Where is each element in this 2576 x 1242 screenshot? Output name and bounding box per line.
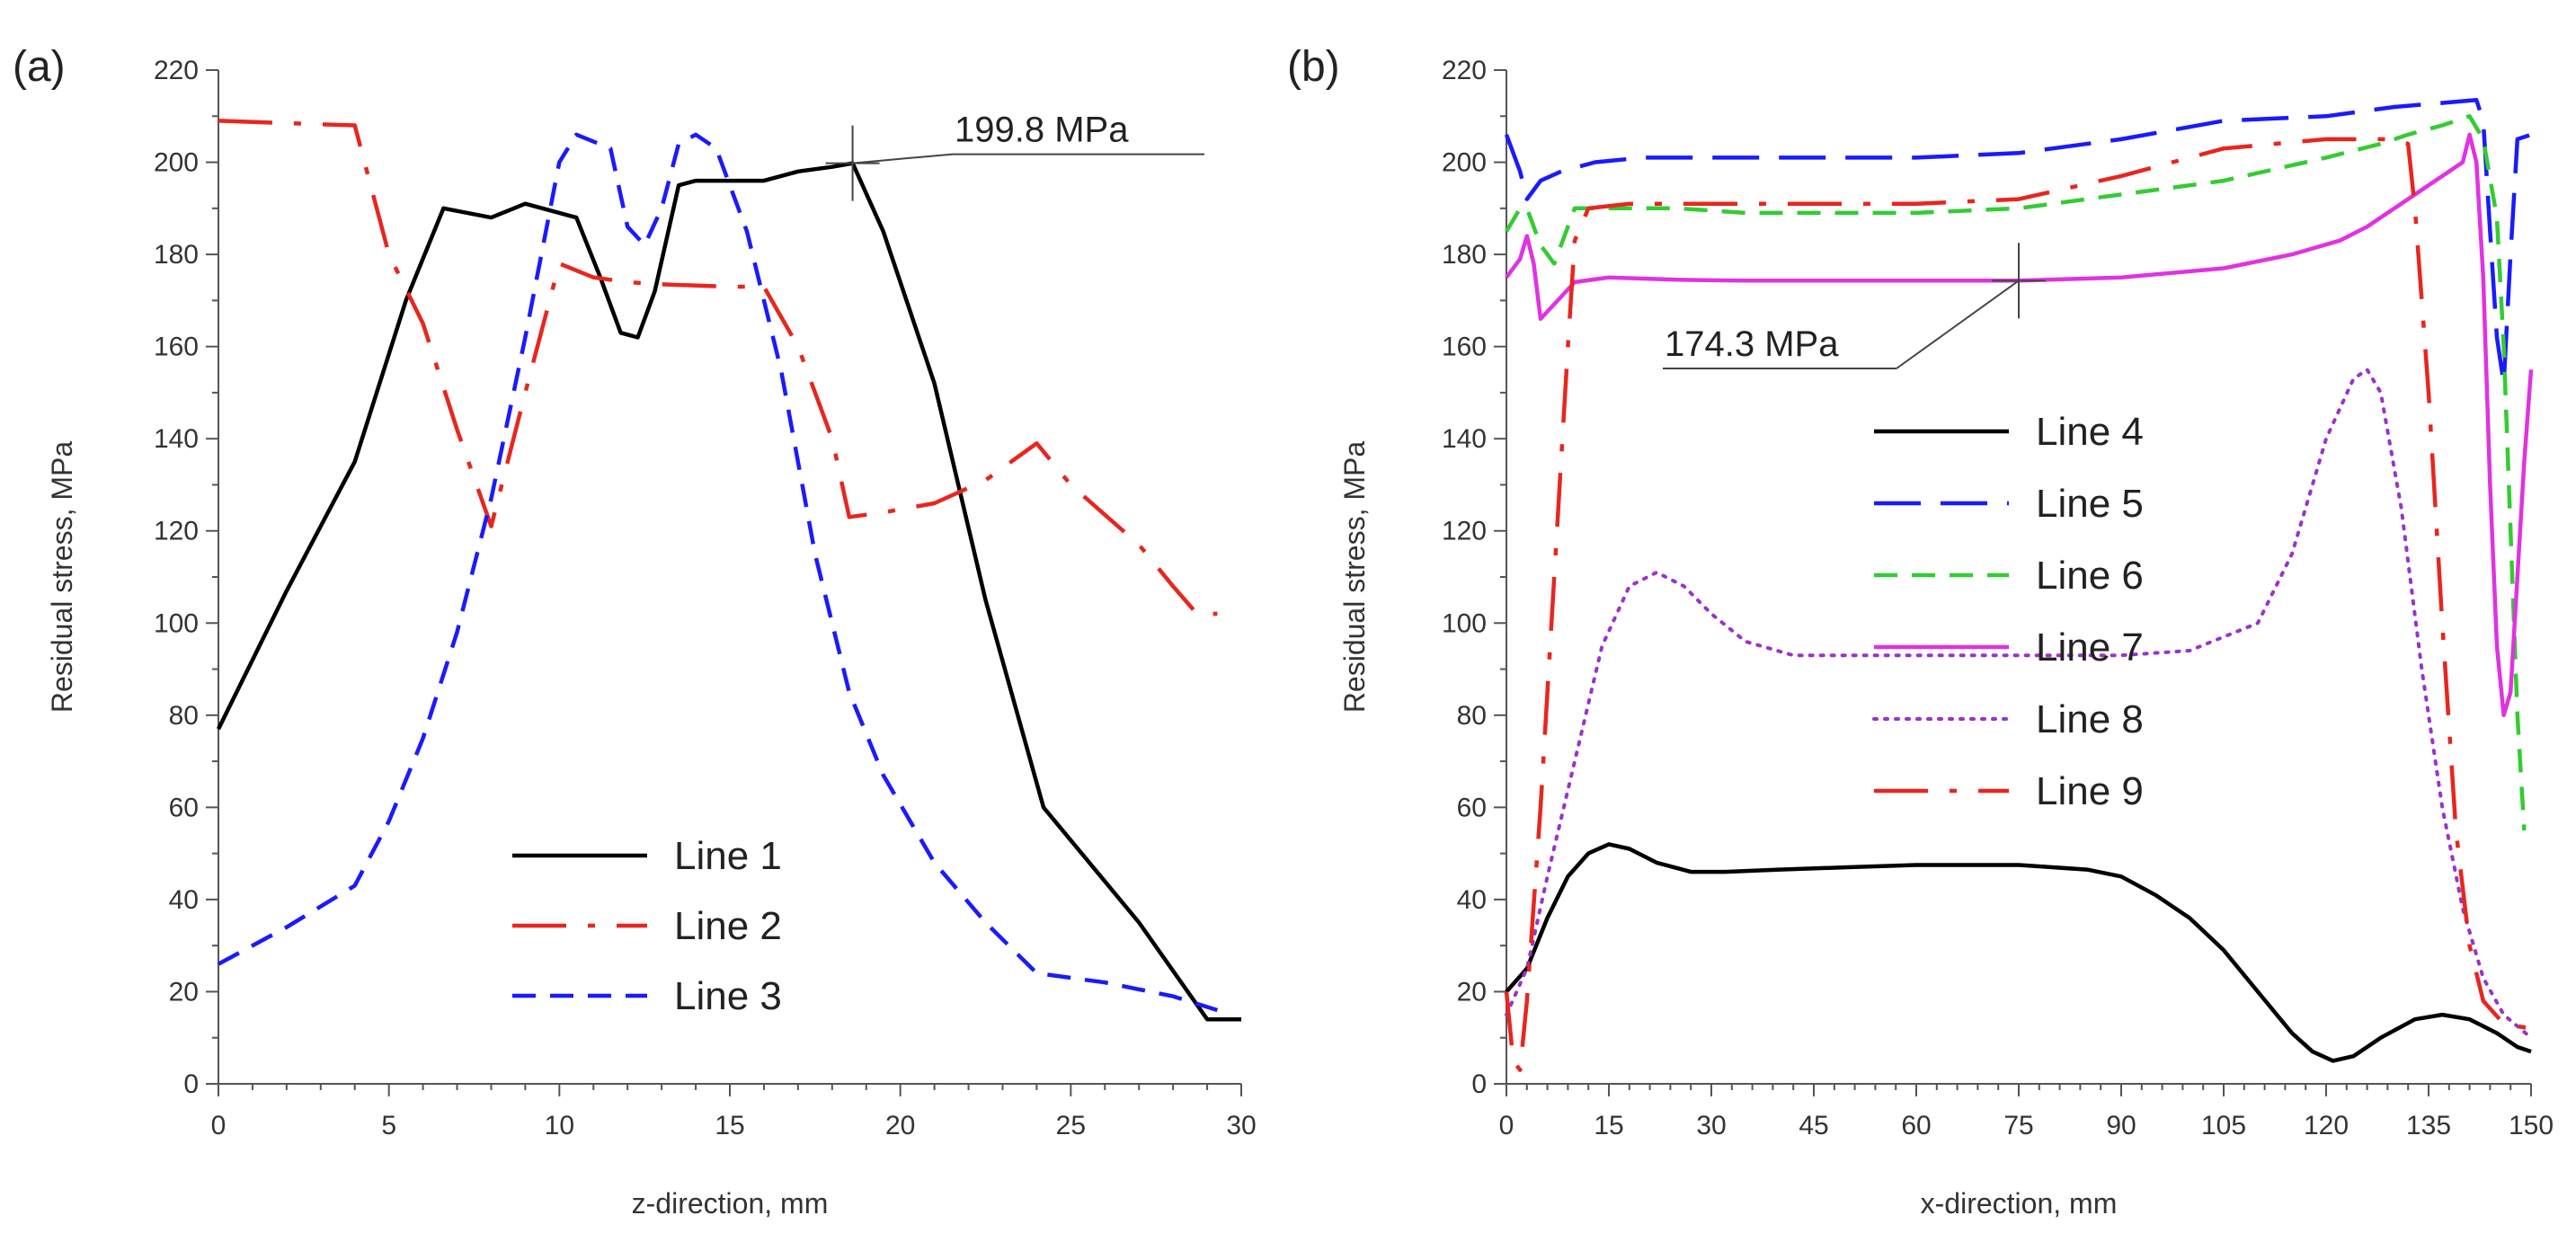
y-tick-label: 140 [154,424,199,454]
legend-label-line-1: Line 1 [674,834,782,878]
x-tick-label: 30 [1696,1111,1726,1140]
x-tick-label: 90 [2106,1111,2136,1140]
y-tick-label: 20 [169,977,199,1007]
legend-label-line-2: Line 2 [674,904,782,948]
legend-label-line-9: Line 9 [2036,769,2144,813]
annotation-leader [852,153,954,164]
x-axis-title-a: z-direction, mm [632,1187,829,1220]
y-tick-label: 20 [1457,977,1487,1007]
legend-label-line-5: Line 5 [2036,482,2144,526]
y-tick-label: 0 [183,1069,199,1099]
y-tick-label: 60 [169,793,199,822]
x-tick-label: 15 [715,1111,744,1140]
legend-label-line-8: Line 8 [2036,697,2144,741]
legend-label-line-4: Line 4 [2036,410,2144,454]
y-axis-title-a: Residual stress, MPa [46,441,78,714]
series-line-line-6 [1505,114,2527,831]
series-line-line-5 [1504,98,2532,386]
x-tick-label: 135 [2406,1111,2451,1140]
legend-b: Line 4 Line 5 Line 6 Line 7 Line 8 Line 9 [1872,410,2144,813]
x-tick-label: 105 [2201,1111,2246,1140]
panel-label-a: (a) [13,43,66,91]
y-tick-label: 180 [1442,240,1487,270]
x-tick-label: 30 [1226,1111,1256,1140]
y-tick-label: 80 [169,701,199,731]
x-tick-label: 25 [1056,1111,1086,1140]
y-axis-title-b: Residual stress, MPa [1338,441,1371,714]
y-tick-label: 200 [1442,148,1487,178]
x-tick-label: 45 [1799,1111,1828,1140]
x-tick-label: 5 [381,1111,396,1140]
panel-a-chart: (a) 0 20 40 60 80 100 120 140 160 180 200 220 0 5 10 15 2… [13,43,1257,1220]
x-tick-label: 0 [211,1111,227,1140]
y-tick-label: 220 [154,56,199,85]
series-line-line-2 [218,119,1218,617]
y-tick-label: 220 [1442,56,1487,85]
y-tick-label: 180 [154,240,199,270]
y-tick-label: 40 [1457,885,1487,915]
series-line-line-9 [1504,137,2532,1072]
annotation-label: 199.8 MPa [955,111,1129,150]
x-tick-label: 75 [2003,1111,2033,1140]
y-tick-label: 140 [1442,424,1487,454]
y-tick-label: 200 [154,148,199,178]
x-tick-label: 120 [2304,1111,2349,1140]
x-tick-label: 60 [1901,1111,1931,1140]
y-tick-label: 160 [154,333,199,362]
x-tick-label: 15 [1594,1111,1623,1140]
y-tick-label: 0 [1471,1069,1487,1099]
x-axis-title-b: x-direction, mm [1921,1187,2118,1220]
x-tick-label: 0 [1499,1111,1515,1140]
series-line-line-4 [1505,842,2532,1063]
y-tick-label: 120 [154,517,199,546]
legend-label-line-3: Line 3 [674,974,782,1018]
series-line-line-8 [1505,368,2533,1040]
y-tick-label: 40 [169,885,199,915]
series-line-line-7 [1505,132,2534,718]
x-tick-label: 10 [545,1111,574,1140]
x-tick-label: 20 [885,1111,915,1140]
panel-label-b: (b) [1287,43,1340,91]
y-tick-label: 80 [1457,701,1487,731]
y-tick-label: 100 [1442,608,1487,638]
annotation-leader [1896,279,2020,369]
y-tick-label: 100 [154,608,199,638]
x-tick-label: 150 [2509,1111,2554,1140]
legend-a: Line 1 Line 2 Line 3 [512,834,782,1018]
legend-label-line-6: Line 6 [2036,554,2144,598]
panel-b-chart: (b) 0 20 40 60 80 100 120 140 160 180 200 220 0 15 30 45… [1287,43,2554,1220]
series-line-line-1 [216,161,1241,1022]
y-tick-label: 60 [1457,793,1487,822]
annotation-label: 174.3 MPa [1665,324,1839,364]
legend-label-line-7: Line 7 [2036,625,2144,670]
y-tick-label: 160 [1442,333,1487,362]
y-tick-label: 120 [1442,517,1487,546]
